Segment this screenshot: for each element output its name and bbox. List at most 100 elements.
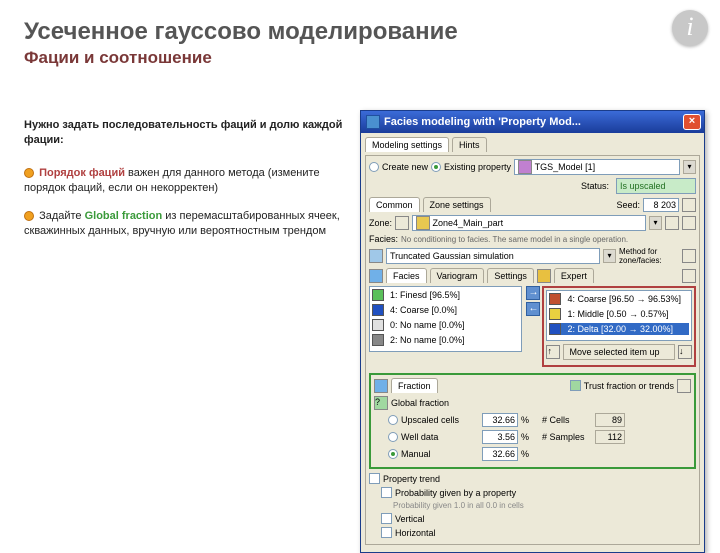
prop-icon (518, 160, 532, 174)
info-icon: i (672, 10, 708, 46)
facies-desc: No conditioning to facies. The same mode… (401, 235, 696, 244)
swatch-icon (372, 304, 384, 316)
zone-icon (416, 216, 430, 230)
panel-tab-expert[interactable]: Expert (554, 268, 594, 283)
fraction-highlight: Fraction Trust fraction or trends ? Glob… (369, 373, 696, 469)
list-item[interactable]: 1: Finesd [96.5%] (390, 290, 460, 300)
help-icon[interactable]: ? (374, 396, 388, 410)
bullet-icon (24, 168, 34, 178)
global-fraction-label: Global fraction (391, 398, 449, 408)
fraction-value-field[interactable]: 32.66 (482, 413, 518, 427)
method-icon (369, 249, 383, 263)
bullet2-keyword: Global fraction (85, 210, 163, 222)
app-icon (366, 115, 380, 129)
move-up-button[interactable]: Move selected item up (563, 344, 675, 360)
swatch-icon (372, 289, 384, 301)
window-title: Facies modeling with 'Property Mod... (384, 116, 683, 128)
move-down-icon[interactable]: ↓ (678, 345, 692, 359)
horizontal-label: Horizontal (395, 528, 436, 538)
move-up-icon[interactable]: ↑ (546, 345, 560, 359)
subtab-zone-settings[interactable]: Zone settings (423, 197, 491, 212)
zone-field[interactable]: Zone4_Main_part (412, 215, 646, 231)
create-new-radio[interactable] (369, 162, 379, 172)
bullet2-pre: Задайте (39, 210, 85, 222)
panel-tab-variogram[interactable]: Variogram (430, 268, 485, 283)
tab-modeling-settings[interactable]: Modeling settings (365, 137, 449, 152)
move-right-icon[interactable]: → (526, 286, 540, 300)
prob-label: Probability given by a property (395, 488, 516, 498)
fraction-value-field[interactable]: 3.56 (482, 430, 518, 444)
bullet-icon (24, 211, 34, 221)
method-field[interactable]: Truncated Gaussian simulation (386, 248, 600, 264)
move-left-icon[interactable]: ← (526, 302, 540, 316)
trust-opt-icon[interactable] (677, 379, 691, 393)
swatch-icon (549, 323, 561, 335)
swatch-icon (549, 308, 561, 320)
swatch-icon (372, 319, 384, 331)
zone-value: Zone4_Main_part (433, 218, 504, 228)
bullet1-keyword: Порядок фаций (39, 167, 125, 179)
bullet-2: Задайте Global fraction из перемасштабир… (24, 209, 344, 239)
seed-label: Seed: (616, 200, 640, 210)
lock-icon[interactable] (682, 216, 696, 230)
dropdown-arrow-icon[interactable]: ▾ (603, 249, 616, 263)
prop-trend-label: Property trend (383, 474, 440, 484)
existing-prop-label: Existing property (444, 162, 511, 172)
fraction-row-label: Well data (401, 432, 479, 442)
subtab-common[interactable]: Common (369, 197, 420, 212)
prob-check[interactable] (381, 487, 392, 498)
panel-opt-icon[interactable] (682, 269, 696, 283)
fraction-right-label: # Samples (542, 432, 592, 442)
list-item[interactable]: 1: Middle [0.50 → 0.57%] (567, 309, 668, 319)
titlebar[interactable]: Facies modeling with 'Property Mod... × (361, 111, 704, 133)
fraction-radio[interactable] (388, 415, 398, 425)
fraction-value-field[interactable]: 32.66 (482, 447, 518, 461)
close-button[interactable]: × (683, 114, 701, 130)
prop-trend-check[interactable] (369, 473, 380, 484)
trust-label: Trust fraction or trends (584, 381, 674, 391)
seed-field[interactable]: 8 203 (643, 198, 679, 212)
method-opt-icon[interactable] (682, 249, 696, 263)
list-item[interactable]: 0: No name [0.0%] (390, 320, 465, 330)
list-item[interactable]: 2: No name [0.0%] (390, 335, 465, 345)
fraction-row-label: Upscaled cells (401, 415, 479, 425)
fraction-tab[interactable]: Fraction (391, 378, 438, 393)
page-title: Усеченное гауссово моделирование (24, 18, 696, 46)
list-item[interactable]: 4: Coarse [0.0%] (390, 305, 457, 315)
seed-button-icon[interactable] (682, 198, 696, 212)
pct-label: % (521, 415, 529, 425)
create-new-label: Create new (382, 162, 428, 172)
panel-tab-facies[interactable]: Facies (386, 268, 427, 283)
left-list: 1: Finesd [96.5%] 4: Coarse [0.0%] 0: No… (369, 286, 522, 352)
list-item-selected[interactable]: 2: Delta [32.00 → 32.00%] (567, 324, 673, 334)
page-subtitle: Фации и соотношение (24, 48, 696, 68)
dialog-window: Facies modeling with 'Property Mod... × … (360, 110, 705, 553)
fraction-radio[interactable] (388, 449, 398, 459)
panel-tab-settings[interactable]: Settings (487, 268, 534, 283)
tab-hints[interactable]: Hints (452, 137, 487, 152)
zone-next-icon[interactable] (665, 216, 679, 230)
zone-prev-icon[interactable] (395, 216, 409, 230)
intro-text: Нужно задать последовательность фаций и … (24, 118, 344, 148)
bullet-1: Порядок фаций важен для данного метода (… (24, 166, 344, 196)
vert-check[interactable] (381, 513, 392, 524)
dropdown-arrow-icon[interactable]: ▾ (649, 216, 662, 230)
prob-sub-label: Probability given 1.0 in all 0.0 in cell… (393, 501, 524, 510)
list-item[interactable]: 4: Coarse [96.50 → 96.53%] (567, 294, 681, 304)
horiz-check[interactable] (381, 527, 392, 538)
pct-label: % (521, 449, 529, 459)
existing-prop-radio[interactable] (431, 162, 441, 172)
prop-name: TGS_Model [1] (535, 162, 596, 172)
tabs-row: Modeling settings Hints (365, 137, 700, 152)
fraction-right-label: # Cells (542, 415, 592, 425)
swatch-icon (549, 293, 561, 305)
pct-label: % (521, 432, 529, 442)
property-field[interactable]: TGS_Model [1] (514, 159, 680, 175)
dropdown-arrow-icon[interactable]: ▾ (683, 160, 696, 174)
right-highlight: 4: Coarse [96.50 → 96.53%] 1: Middle [0.… (542, 286, 696, 367)
trust-check[interactable] (570, 380, 581, 391)
facies-label: Facies: (369, 234, 398, 244)
zone-label: Zone: (369, 218, 392, 228)
method-label: Method for zone/facies: (619, 247, 679, 265)
fraction-radio[interactable] (388, 432, 398, 442)
